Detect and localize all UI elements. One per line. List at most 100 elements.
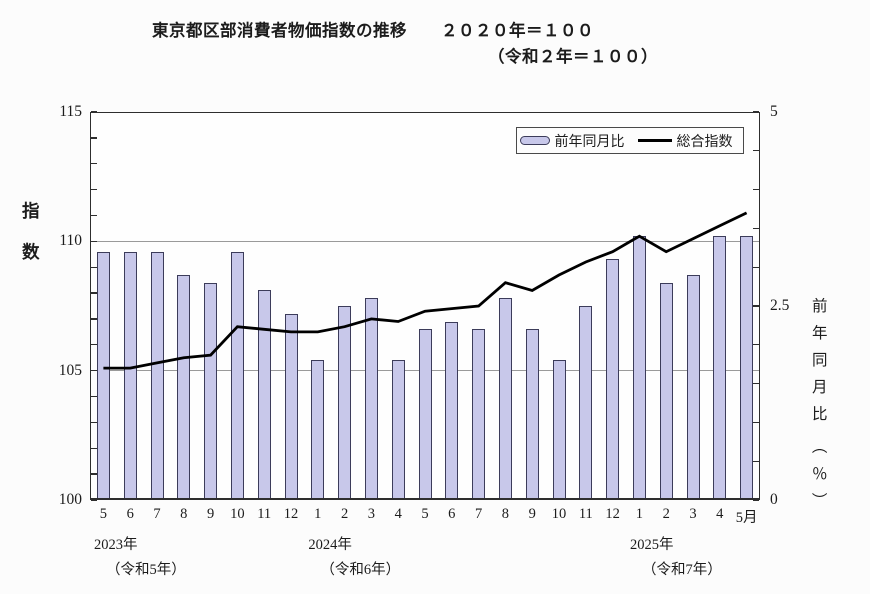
yoy-bar — [123, 251, 137, 500]
x-axis-month-label: 4 — [716, 506, 724, 522]
left-axis-tick — [91, 473, 97, 475]
right-axis-tick — [753, 382, 759, 385]
x-axis-month-label: 5月 — [735, 510, 758, 526]
right-axis-tick-label: 2.5 — [770, 297, 790, 314]
index-line — [103, 211, 748, 370]
legend-bar-label: 前年同月比 — [554, 132, 625, 149]
right-axis-tick — [753, 188, 759, 191]
x-axis-month-label: 7 — [153, 506, 161, 522]
left-axis-title-char: 指 — [22, 201, 40, 221]
left-axis-tick — [91, 240, 97, 243]
yoy-bar — [659, 282, 673, 500]
yoy-bar — [418, 329, 432, 500]
right-axis-tick — [753, 227, 759, 230]
x-axis-era-label: （令和6年） — [320, 562, 401, 578]
left-axis-tick-label: 110 — [59, 232, 82, 250]
x-axis-month-label: 5 — [421, 506, 429, 522]
x-axis-month-label: 3 — [689, 506, 697, 522]
x-axis-month-label: 6 — [126, 506, 134, 522]
right-axis-unit-char: ％ — [812, 466, 828, 483]
x-axis-month-label: 3 — [367, 506, 376, 522]
right-axis-tick-label: 5 — [770, 103, 778, 120]
x-axis-year-label: 2024年 — [308, 537, 352, 553]
chart-title-line1: 東京都区部消費者物価指数の推移 ２０２０年＝１００ — [152, 22, 594, 40]
left-axis-tick — [91, 111, 97, 113]
x-axis-month-label: 1 — [635, 506, 644, 522]
legend-line-swatch — [637, 139, 672, 142]
x-axis-year-label: 2025年 — [630, 537, 674, 553]
x-axis-month-label: 10 — [230, 506, 245, 522]
left-axis-tick-label: 115 — [59, 103, 82, 120]
right-axis-unit-char: ） — [809, 492, 827, 508]
yoy-bar — [552, 360, 566, 500]
yoy-bar — [177, 274, 191, 500]
yoy-bar — [364, 298, 378, 500]
yoy-bar — [311, 360, 325, 500]
yoy-bar — [391, 360, 405, 500]
left-axis-tick — [91, 292, 97, 294]
gridline — [90, 240, 760, 242]
legend-bar-swatch — [519, 136, 550, 145]
left-axis-tick — [91, 214, 97, 217]
x-axis-era-label: （令和5年） — [106, 562, 186, 578]
x-axis-month-label: 2 — [340, 506, 349, 522]
right-axis-tick — [753, 150, 759, 152]
yoy-bar — [204, 282, 218, 500]
right-axis-tick — [753, 111, 759, 113]
x-axis-month-label: 12 — [283, 506, 299, 522]
x-axis-month-label: 10 — [551, 506, 567, 522]
x-axis-month-label: 9 — [206, 506, 215, 522]
left-axis-tick — [91, 137, 97, 139]
yoy-bar — [606, 259, 620, 500]
right-axis-unit-char: （ — [809, 438, 827, 454]
yoy-bar — [740, 236, 754, 500]
left-axis-tick — [91, 421, 97, 424]
chart-title-line2: （令和２年＝１００） — [488, 48, 658, 67]
right-axis-title-char: 比 — [812, 406, 828, 423]
legend: 前年同月比 総合指数 — [516, 127, 744, 154]
right-axis-tick — [753, 460, 759, 462]
right-axis-title-char: 年 — [812, 325, 828, 342]
x-axis-month-label: 4 — [394, 506, 402, 522]
right-axis-title-char: 前 — [812, 298, 828, 315]
left-axis-tick — [91, 395, 97, 398]
x-axis-month-label: 12 — [605, 506, 620, 522]
left-axis-tick — [91, 499, 97, 501]
left-axis-tick-label: 100 — [58, 491, 82, 508]
x-axis-month-label: 11 — [257, 506, 272, 522]
left-axis-tick — [91, 318, 97, 320]
yoy-bar — [445, 321, 459, 500]
x-axis-month-label: 8 — [180, 506, 188, 522]
x-axis-month-label: 11 — [578, 506, 593, 522]
yoy-bar — [230, 251, 244, 500]
x-axis-year-label: 2023年 — [94, 537, 138, 553]
left-axis-tick — [91, 266, 97, 268]
yoy-bar — [498, 298, 512, 500]
left-axis-tick-label: 105 — [58, 361, 82, 379]
yoy-bar — [579, 306, 593, 500]
left-axis-tick — [91, 447, 97, 449]
x-axis-month-label: 5 — [99, 506, 108, 522]
x-axis-month-label: 8 — [501, 506, 510, 522]
x-axis-era-label: （令和7年） — [642, 562, 722, 578]
x-axis-month-label: 2 — [662, 506, 670, 522]
yoy-bar — [150, 251, 164, 500]
left-axis-title: 指 数 — [22, 198, 40, 264]
left-axis-tick — [91, 369, 97, 372]
yoy-bar — [713, 236, 727, 500]
chart-title: 東京都区部消費者物価指数の推移 ２０２０年＝１００ （令和２年＝１００） — [152, 18, 658, 71]
yoy-bar — [96, 251, 110, 500]
right-axis-tick — [753, 305, 759, 307]
right-axis-tick-label: 0 — [770, 491, 778, 508]
right-axis-title-char: 同 — [812, 352, 828, 369]
yoy-bar — [525, 329, 539, 500]
left-axis-tick — [91, 163, 97, 165]
x-axis-month-label: 1 — [314, 506, 322, 522]
legend-line-label: 総合指数 — [676, 132, 733, 149]
yoy-bar — [257, 290, 271, 500]
right-axis-title: 前年同月比 （ ％ ） — [809, 294, 828, 511]
x-axis-month-label: 7 — [474, 506, 483, 522]
x-axis-month-label: 9 — [528, 506, 536, 522]
left-axis-tick — [91, 188, 97, 191]
